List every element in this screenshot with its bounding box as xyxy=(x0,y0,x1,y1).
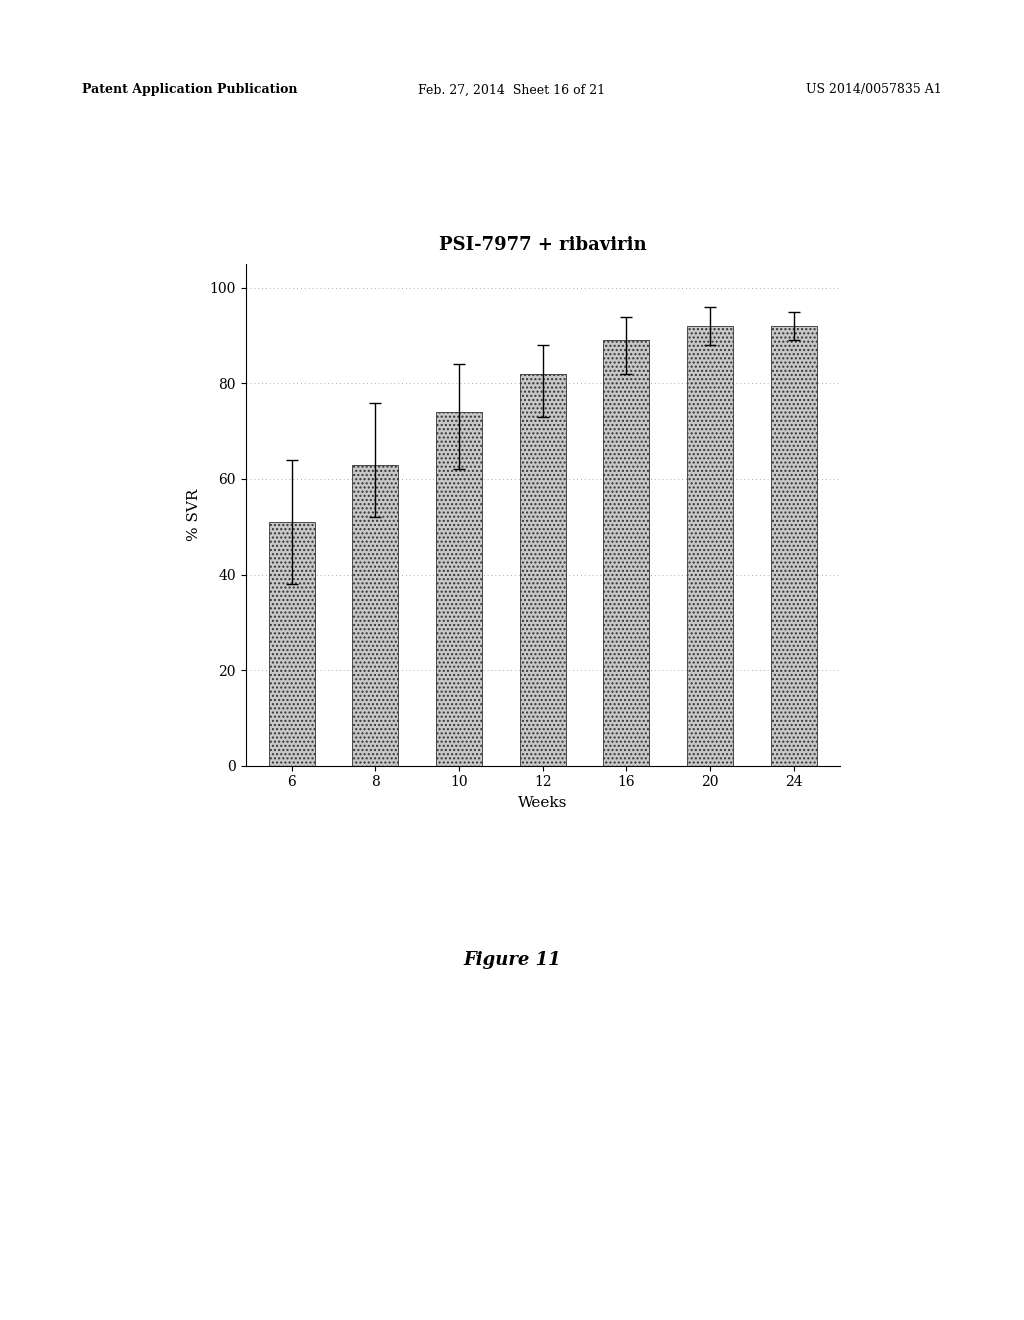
Bar xyxy=(771,326,817,766)
Text: Feb. 27, 2014  Sheet 16 of 21: Feb. 27, 2014 Sheet 16 of 21 xyxy=(419,83,605,96)
Bar xyxy=(352,465,398,766)
Bar xyxy=(687,326,733,766)
Bar xyxy=(436,412,482,766)
Text: Patent Application Publication: Patent Application Publication xyxy=(82,83,297,96)
Text: Figure 11: Figure 11 xyxy=(463,950,561,969)
Bar xyxy=(603,341,649,766)
Title: PSI-7977 + ribavirin: PSI-7977 + ribavirin xyxy=(439,236,646,255)
Text: US 2014/0057835 A1: US 2014/0057835 A1 xyxy=(806,83,942,96)
Bar xyxy=(268,521,314,766)
Y-axis label: % SVR: % SVR xyxy=(187,488,202,541)
Bar xyxy=(520,374,565,766)
X-axis label: Weeks: Weeks xyxy=(518,796,567,810)
